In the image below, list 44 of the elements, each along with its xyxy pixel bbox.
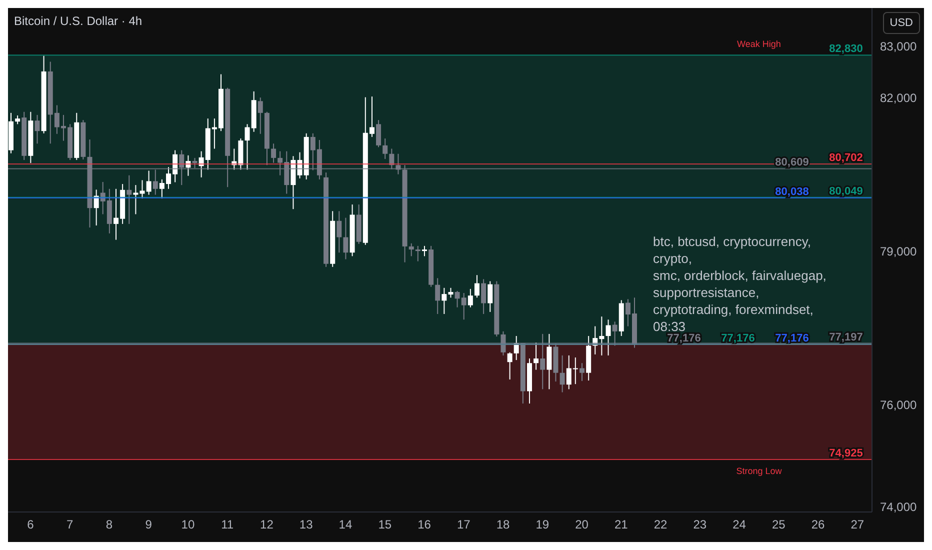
x-tick-label: 8: [106, 518, 113, 532]
x-tick-label: 7: [66, 518, 74, 532]
ref-line-label: 77,197: [829, 331, 863, 344]
annotation: Strong Low: [736, 466, 782, 476]
x-tick-label: 17: [456, 518, 471, 532]
ref-line-label: 77,176: [667, 332, 701, 344]
y-tick-label: 83,000: [880, 40, 918, 54]
x-tick-label: 11: [221, 518, 234, 532]
x-tick-label: 20: [575, 518, 589, 532]
x-tick-label: 15: [378, 518, 392, 532]
x-tick-label: 25: [772, 518, 786, 532]
annotation: 08:33: [653, 319, 686, 334]
annotation: cryptotrading, forexmindset,: [653, 301, 814, 318]
y-tick-label: 82,000: [880, 90, 918, 105]
x-tick-label: 27: [850, 518, 864, 532]
x-tick-label: 24: [732, 518, 746, 532]
y-axis-title: USD: [882, 12, 920, 34]
annotation: supportresistance,: [653, 284, 760, 301]
x-tick-label: 23: [693, 518, 707, 532]
text: Bitcoin / U.S. Dollar · 4h: [14, 14, 142, 28]
x-tick-label: 10: [181, 518, 195, 532]
x-tick-label: 22: [654, 518, 668, 532]
x-tick-label: 26: [811, 518, 826, 532]
ref-line-label: 77,176: [721, 332, 755, 344]
y-tick-label: 79,000: [880, 244, 918, 258]
ref-line-label: 80,702: [829, 152, 863, 164]
annotation: Weak High: [737, 39, 781, 50]
x-tick-label: 19: [536, 518, 550, 532]
ref-line-label: 77,176: [775, 332, 809, 344]
annotation: smc, orderblock, fairvaluegap,: [653, 267, 828, 284]
y-tick-label: 76,000: [880, 398, 918, 412]
x-tick-label: 21: [614, 518, 628, 532]
x-tick-label: 9: [145, 518, 152, 532]
ref-line-label: 82,830: [829, 43, 863, 56]
x-tick-label: 13: [299, 518, 314, 532]
x-tick-label: 6: [27, 518, 34, 532]
y-tick-label: 74,000: [880, 500, 918, 514]
x-tick-label: 14: [338, 518, 352, 532]
x-tick-label: 12: [260, 518, 274, 532]
ref-line-label: 80,038: [775, 186, 809, 198]
ref-line-label: 80,049: [829, 185, 863, 198]
x-tick-label: 16: [418, 518, 432, 532]
ref-line-label: 74,925: [829, 448, 863, 460]
x-tick-label: 18: [496, 518, 510, 532]
